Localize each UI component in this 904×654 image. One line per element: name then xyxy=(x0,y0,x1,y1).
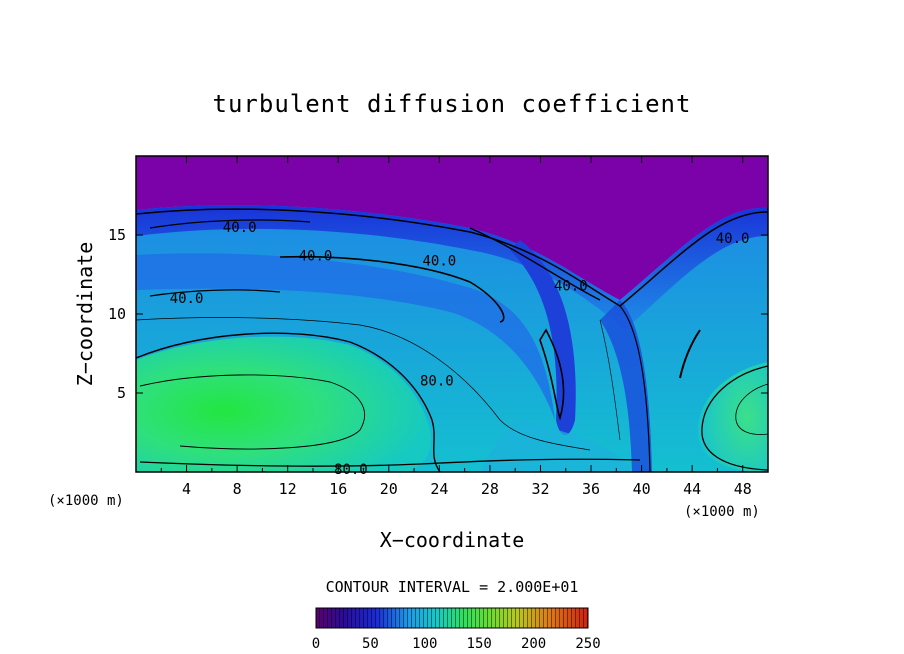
colorbar-ticks: 0 50 100 150 200 250 xyxy=(312,636,601,652)
contour-label: 80.0 xyxy=(420,373,454,389)
contour-label: 40.0 xyxy=(716,231,750,247)
colorbar-tick-label: 150 xyxy=(467,636,492,652)
x-tick-label: 44 xyxy=(683,480,701,498)
colorbar-tick-label: 200 xyxy=(521,636,546,652)
colorbar xyxy=(315,607,589,629)
x-tick-label: 40 xyxy=(633,480,651,498)
x-tick-label: 32 xyxy=(531,480,549,498)
contour-label: 40.0 xyxy=(170,291,204,307)
contour-label: 40.0 xyxy=(223,220,257,236)
colorbar-frame xyxy=(315,607,589,629)
colorbar-tick-label: 0 xyxy=(312,636,320,652)
x-tick-label: 12 xyxy=(279,480,297,498)
diffusion-field xyxy=(136,156,768,472)
x-tick-label: 8 xyxy=(233,480,242,498)
x-tick-label: 48 xyxy=(734,480,752,498)
contour-label: 80.0 xyxy=(334,462,368,478)
x-tick-label: 24 xyxy=(430,480,448,498)
colorbar-tick-label: 100 xyxy=(412,636,437,652)
colorbar-tick-label: 50 xyxy=(362,636,379,652)
x-tick-label: 4 xyxy=(182,480,191,498)
x-axis-title: X−coordinate xyxy=(380,528,525,552)
y-axis-title: Z−coordinate xyxy=(73,242,97,387)
x-unit-right-label: (×1000 m) xyxy=(684,504,760,520)
x-tick-label: 28 xyxy=(481,480,499,498)
contour-label: 40.0 xyxy=(299,249,333,265)
colorbar-stripes xyxy=(316,608,588,628)
y-tick-label: 15 xyxy=(108,226,126,244)
contour-labels: 40.0 40.0 40.0 40.0 40.0 40.0 80.0 80.0 xyxy=(170,220,750,478)
contour-label: 40.0 xyxy=(423,253,457,269)
contour-interval-text: CONTOUR INTERVAL = 2.000E+01 xyxy=(326,578,579,596)
x-tick-label: 16 xyxy=(329,480,347,498)
contour-label: 40.0 xyxy=(554,279,588,295)
chart-title: turbulent diffusion coefficient xyxy=(213,90,692,118)
y-tick-label: 5 xyxy=(117,384,126,402)
x-tick-label: 20 xyxy=(380,480,398,498)
colorbar-tick-label: 250 xyxy=(575,636,600,652)
x-tick-label: 36 xyxy=(582,480,600,498)
y-tick-label: 10 xyxy=(108,305,126,323)
x-unit-left-label: (×1000 m) xyxy=(48,493,124,509)
